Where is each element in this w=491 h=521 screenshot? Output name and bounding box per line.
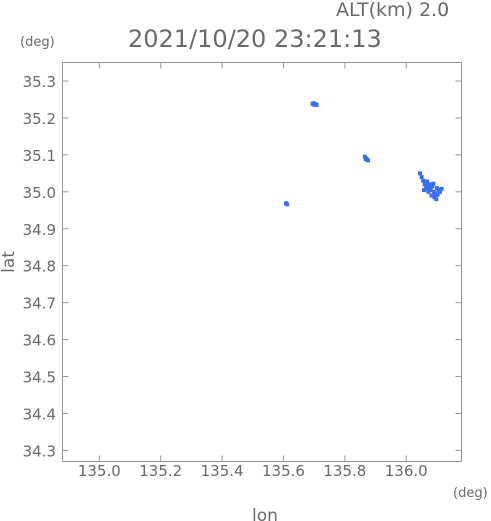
echo-point bbox=[434, 197, 439, 202]
y-tick-label: 34.3 bbox=[23, 442, 56, 460]
y-tick-label: 35.1 bbox=[23, 147, 56, 165]
y-tick-label: 35.2 bbox=[23, 110, 56, 128]
echo-point bbox=[435, 192, 440, 197]
echo-point bbox=[311, 101, 316, 106]
echo-point bbox=[418, 171, 423, 176]
echo-point bbox=[427, 182, 432, 187]
x-tick-label: 135.4 bbox=[201, 462, 244, 480]
echo-point bbox=[431, 181, 436, 186]
y-tick-label: 34.8 bbox=[23, 258, 56, 276]
y-tick-label: 35.0 bbox=[23, 184, 56, 202]
echo-point bbox=[430, 184, 435, 189]
x-tick-label: 135.6 bbox=[262, 462, 305, 480]
echo-point bbox=[438, 189, 443, 194]
y-tick-label: 34.9 bbox=[23, 221, 56, 239]
echo-point bbox=[314, 102, 319, 107]
y-unit-label: (deg) bbox=[20, 35, 55, 50]
y-tick-label: 34.5 bbox=[23, 369, 56, 387]
y-tick-label: 34.4 bbox=[23, 405, 56, 423]
echo-point bbox=[419, 175, 424, 180]
echo-point bbox=[425, 186, 430, 191]
x-tick-label: 135.8 bbox=[323, 462, 366, 480]
x-unit-label: (deg) bbox=[453, 486, 488, 501]
y-tick-label: 34.6 bbox=[23, 332, 56, 350]
data-points bbox=[283, 101, 444, 207]
altitude-label: ALT(km) 2.0 bbox=[336, 0, 449, 21]
y-axis-label: lat bbox=[0, 251, 19, 273]
y-tick-label: 35.3 bbox=[23, 73, 56, 91]
x-tick-label: 135.0 bbox=[78, 462, 121, 480]
echo-point bbox=[283, 201, 288, 206]
echo-point bbox=[428, 185, 433, 190]
echo-point bbox=[422, 187, 427, 192]
x-axis-label: lon bbox=[252, 506, 278, 521]
plot-frame bbox=[62, 62, 462, 462]
echo-point bbox=[426, 189, 431, 194]
echo-point bbox=[421, 178, 426, 183]
echo-point bbox=[429, 193, 434, 198]
y-tick-label: 34.7 bbox=[23, 295, 56, 313]
echo-point bbox=[439, 186, 444, 191]
axis-ticks: 34.3 34.4 34.5 34.6 34.7 34.8 34.9 35.0 35.1 35.2… bbox=[23, 62, 462, 480]
x-tick-label: 135.2 bbox=[139, 462, 182, 480]
echo-point bbox=[428, 187, 433, 192]
datetime-title: 2021/10/20 23:21:13 bbox=[128, 25, 382, 53]
x-tick-label: 136.0 bbox=[385, 462, 428, 480]
echo-point bbox=[425, 179, 430, 184]
echo-point bbox=[433, 191, 438, 196]
echo-point bbox=[365, 158, 370, 163]
echo-point bbox=[363, 157, 368, 162]
